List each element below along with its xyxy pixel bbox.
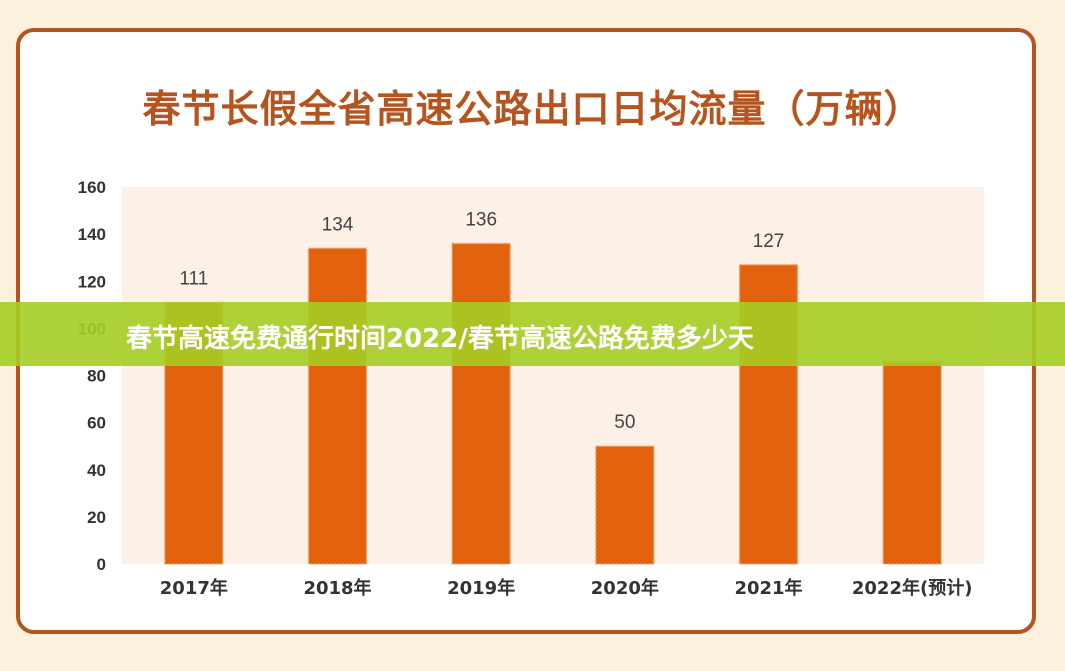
y-tick-label: 160 xyxy=(78,178,106,197)
bar xyxy=(451,242,511,565)
y-tick-label: 120 xyxy=(78,272,106,291)
data-label: 127 xyxy=(753,231,785,252)
x-tick-label: 2022年(预计) xyxy=(852,577,973,599)
x-tick-label: 2021年 xyxy=(734,577,802,599)
data-label: 134 xyxy=(322,214,354,235)
y-tick-label: 20 xyxy=(87,508,106,527)
x-tick-label: 2020年 xyxy=(591,577,659,599)
chart-title: 春节长假全省高速公路出口日均流量（万辆） xyxy=(142,86,923,131)
plot-area xyxy=(122,187,984,564)
data-label: 111 xyxy=(179,268,208,289)
y-tick-label: 140 xyxy=(78,225,106,244)
y-tick-label: 80 xyxy=(87,367,106,386)
banner-title: 春节高速免费通行时间2022/春节高速公路免费多少天 xyxy=(126,324,754,354)
bar xyxy=(595,445,655,565)
y-tick-label: 40 xyxy=(87,461,106,480)
y-tick-label: 0 xyxy=(97,555,106,574)
x-tick-label: 2019年 xyxy=(447,577,515,599)
title-banner: 春节高速免费通行时间2022/春节高速公路免费多少天 xyxy=(0,302,1065,366)
x-tick-label: 2017年 xyxy=(160,577,228,599)
y-tick-label: 60 xyxy=(87,414,106,433)
data-label: 136 xyxy=(465,210,497,231)
x-tick-label: 2018年 xyxy=(303,577,371,599)
bar xyxy=(882,360,942,565)
data-label: 50 xyxy=(614,412,635,433)
bar xyxy=(307,247,368,565)
